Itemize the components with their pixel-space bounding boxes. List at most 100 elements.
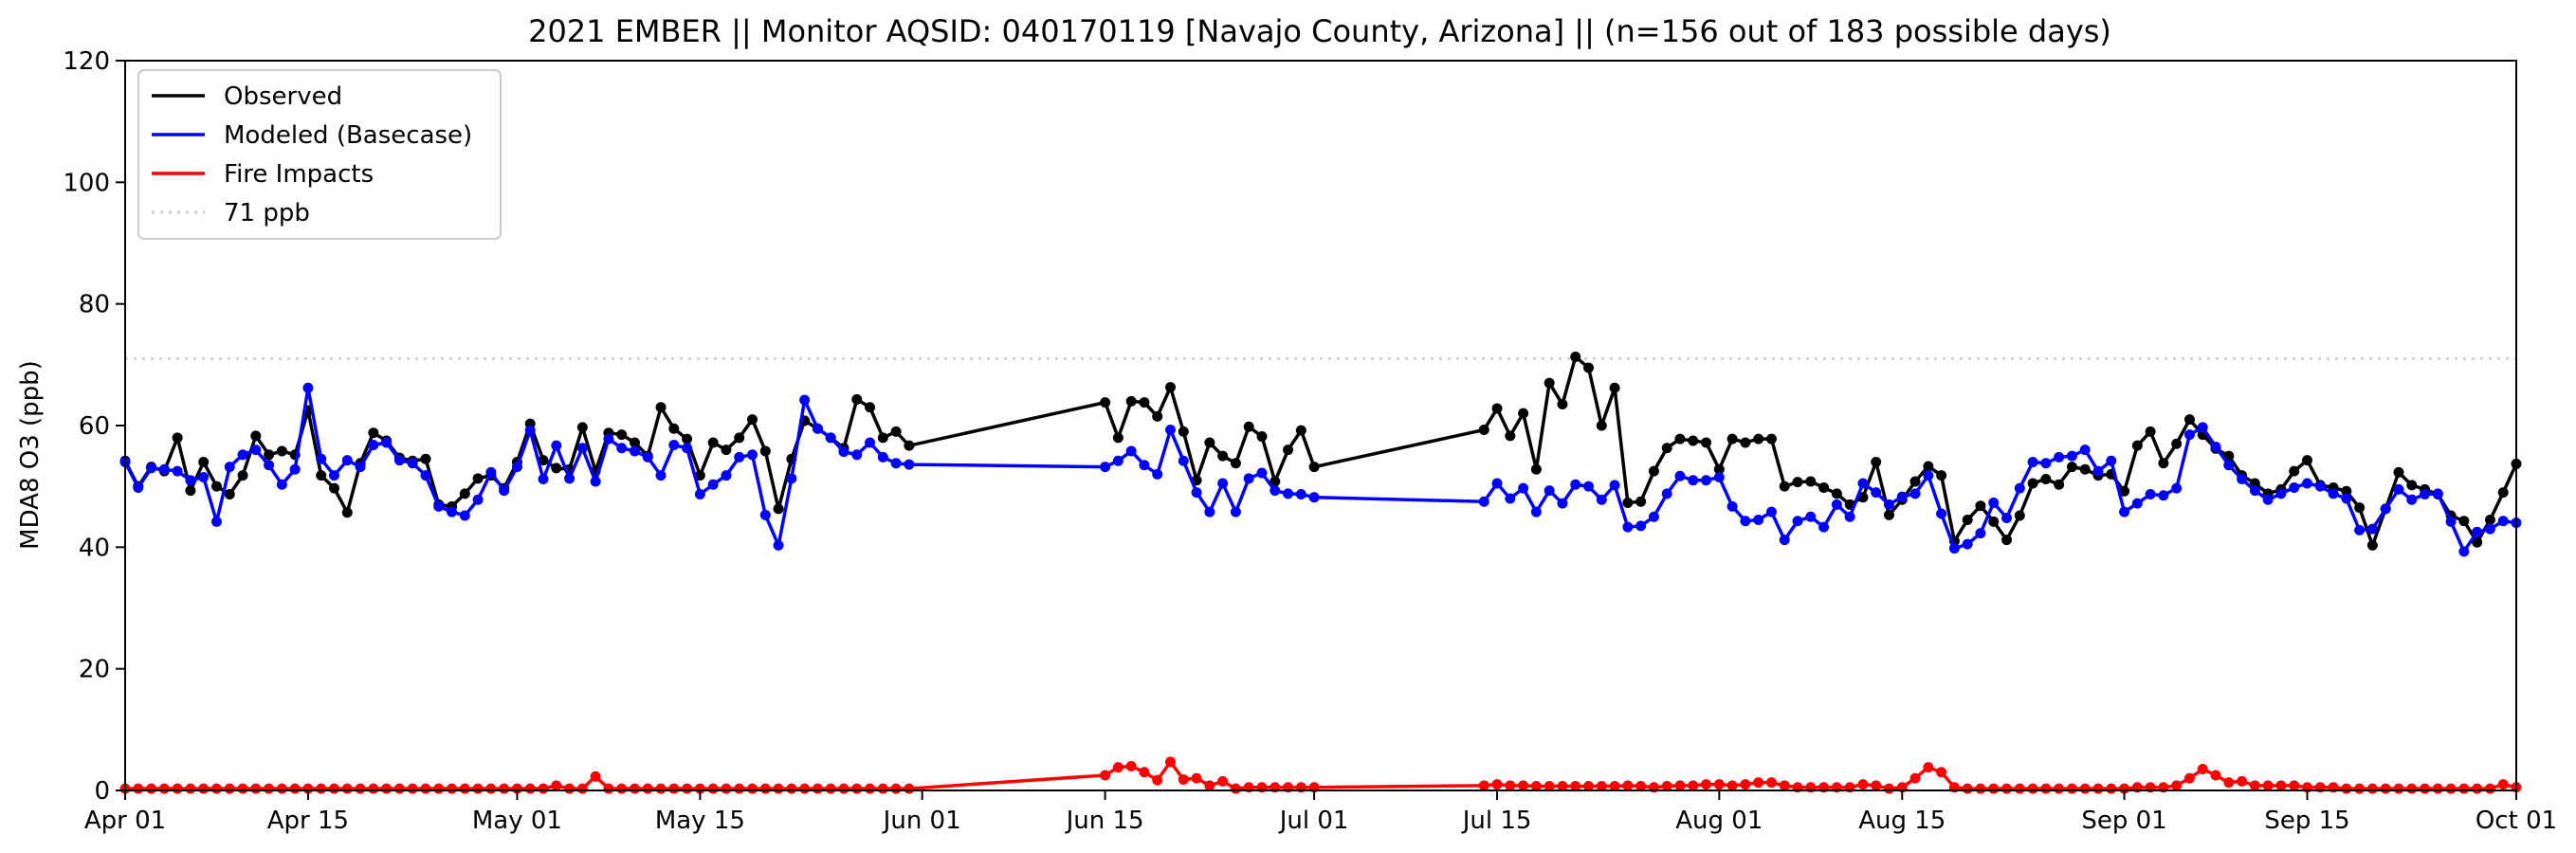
data-point-fire-impacts [1217, 775, 1229, 787]
data-point-observed [472, 473, 484, 484]
data-point-modeled-basecase [2366, 523, 2378, 535]
data-point-fire-impacts [1491, 779, 1503, 790]
data-point-modeled-basecase [576, 443, 588, 454]
data-point-fire-impacts [2223, 777, 2235, 789]
data-point-observed [368, 427, 379, 439]
data-point-modeled-basecase [2289, 481, 2300, 493]
data-point-fire-impacts [2249, 780, 2260, 791]
data-point-fire-impacts [2366, 783, 2378, 794]
data-point-modeled-basecase [2393, 483, 2404, 495]
data-point-modeled-basecase [447, 506, 458, 517]
data-point-modeled-basecase [1765, 506, 1777, 517]
data-point-observed [773, 503, 784, 515]
data-point-modeled-basecase [799, 394, 811, 406]
data-point-fire-impacts [1713, 779, 1725, 790]
data-point-observed [2341, 485, 2352, 497]
data-point-observed [1831, 488, 1842, 499]
data-point-observed [2223, 450, 2235, 462]
data-point-modeled-basecase [1909, 488, 1921, 499]
data-point-modeled-basecase [1779, 535, 1790, 546]
data-point-fire-impacts [2275, 780, 2287, 791]
legend-label-modeled-basecase: Modeled (Basecase) [224, 121, 472, 150]
data-point-fire-impacts [237, 783, 248, 794]
data-point-fire-impacts [812, 783, 823, 794]
data-point-modeled-basecase [2183, 429, 2195, 441]
data-point-fire-impacts [355, 783, 366, 794]
data-point-modeled-basecase [590, 476, 601, 487]
data-point-fire-impacts [2106, 783, 2117, 794]
data-point-modeled-basecase [355, 462, 366, 473]
legend-box [137, 69, 502, 240]
data-point-modeled-basecase [1792, 516, 1803, 527]
data-point-observed [1765, 433, 1777, 445]
data-point-fire-impacts [747, 783, 758, 794]
data-point-modeled-basecase [1478, 496, 1489, 507]
data-point-fire-impacts [838, 783, 850, 794]
data-point-fire-impacts [2210, 770, 2221, 781]
x-tick-label: Jun 01 [882, 807, 961, 835]
data-point-observed [1178, 426, 1189, 437]
data-point-observed [1557, 399, 1568, 410]
data-point-modeled-basecase [2237, 473, 2248, 484]
data-point-modeled-basecase [1844, 511, 1855, 522]
data-point-fire-impacts [2484, 783, 2495, 794]
data-point-observed [1230, 458, 1241, 469]
data-point-fire-impacts [2054, 783, 2065, 794]
data-point-fire-impacts [2406, 783, 2418, 794]
data-point-fire-impacts [1753, 777, 1764, 789]
data-point-modeled-basecase [2249, 485, 2260, 497]
data-point-observed [2472, 536, 2483, 548]
data-point-observed [1857, 492, 1869, 503]
data-point-fire-impacts [759, 783, 771, 794]
data-point-fire-impacts [2040, 783, 2052, 794]
data-point-fire-impacts [1726, 780, 1738, 791]
x-tick-label: Sep 15 [2264, 807, 2349, 835]
data-point-fire-impacts [707, 783, 719, 794]
data-point-fire-impacts [1583, 781, 1595, 792]
data-point-modeled-basecase [2432, 488, 2443, 499]
data-point-fire-impacts [224, 783, 235, 794]
data-point-fire-impacts [316, 783, 327, 794]
data-point-modeled-basecase [2092, 465, 2104, 477]
data-point-fire-impacts [721, 783, 732, 794]
data-point-observed [1112, 432, 1124, 444]
data-point-observed [224, 489, 235, 500]
data-point-modeled-basecase [2262, 494, 2274, 505]
data-point-fire-impacts [1622, 780, 1634, 791]
data-point-fire-impacts [485, 783, 497, 794]
data-point-observed [629, 437, 640, 448]
data-point-fire-impacts [1230, 783, 1241, 794]
data-point-fire-impacts [616, 783, 628, 794]
data-point-modeled-basecase [2054, 451, 2065, 463]
x-tick-label: Aug 15 [1858, 807, 1946, 835]
data-point-modeled-basecase [1688, 475, 1699, 486]
data-point-modeled-basecase [1661, 488, 1672, 499]
data-point-modeled-basecase [890, 458, 902, 469]
data-point-fire-impacts [2262, 780, 2274, 791]
data-point-observed [1478, 424, 1489, 435]
data-point-fire-impacts [407, 783, 418, 794]
data-point-fire-impacts [1204, 780, 1215, 791]
data-point-observed [2040, 473, 2052, 484]
data-point-modeled-basecase [1583, 481, 1595, 492]
data-point-observed [1713, 463, 1725, 475]
data-point-observed [2171, 438, 2183, 449]
data-point-observed [1125, 395, 1137, 407]
data-point-observed [2406, 480, 2418, 491]
data-point-fire-impacts [642, 783, 653, 794]
data-point-modeled-basecase [2420, 489, 2431, 500]
data-point-fire-impacts [368, 783, 379, 794]
data-point-modeled-basecase [2066, 450, 2077, 462]
data-point-observed [1283, 445, 1294, 456]
data-point-fire-impacts [2066, 783, 2077, 794]
data-point-observed [2027, 478, 2038, 489]
data-point-fire-impacts [629, 783, 640, 794]
data-point-observed [2014, 510, 2025, 521]
data-point-modeled-basecase [2079, 445, 2091, 456]
data-point-observed [707, 437, 719, 448]
data-point-observed [1726, 433, 1738, 445]
data-point-modeled-basecase [1308, 492, 1320, 503]
data-point-observed [655, 402, 667, 413]
data-point-observed [1491, 403, 1503, 414]
